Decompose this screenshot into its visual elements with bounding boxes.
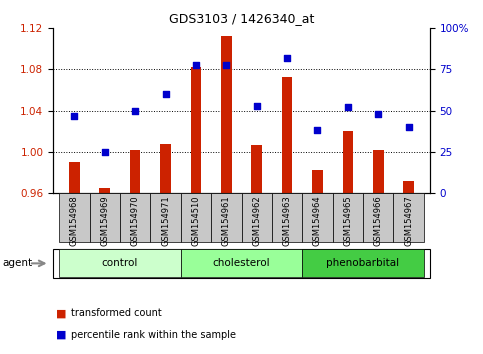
Text: phenobarbital: phenobarbital [327,258,399,268]
Bar [272,193,302,242]
Text: cholesterol: cholesterol [213,258,270,268]
Text: GSM154967: GSM154967 [404,195,413,246]
Text: GSM154961: GSM154961 [222,195,231,246]
Bar [302,250,424,277]
Bar [312,170,323,193]
Bar [403,181,414,193]
Point [344,104,352,110]
Point [313,127,321,133]
Text: control: control [102,258,138,268]
Text: GSM154968: GSM154968 [70,195,79,246]
Bar [181,250,302,277]
Bar [242,193,272,242]
Point [71,113,78,118]
Text: transformed count: transformed count [71,308,162,318]
Point [374,111,382,117]
Bar [251,144,262,193]
Text: ■: ■ [56,308,66,318]
Point [223,62,230,67]
Bar [394,193,424,242]
Text: GDS3103 / 1426340_at: GDS3103 / 1426340_at [169,12,314,25]
Point [192,62,200,67]
Text: GSM154971: GSM154971 [161,195,170,246]
Bar [69,162,80,193]
Point [101,149,109,155]
Text: GSM154969: GSM154969 [100,195,109,246]
Point [405,124,412,130]
Point [283,55,291,61]
Bar [150,193,181,242]
Text: GSM154510: GSM154510 [191,195,200,246]
Bar [59,193,89,242]
Text: GSM154964: GSM154964 [313,195,322,246]
Bar [89,193,120,242]
Bar [333,193,363,242]
Text: GSM154966: GSM154966 [374,195,383,246]
Bar [211,193,242,242]
Bar [59,250,181,277]
Text: ■: ■ [56,330,66,339]
Point [253,103,260,109]
Bar [363,193,394,242]
Text: percentile rank within the sample: percentile rank within the sample [71,330,237,339]
Bar [181,193,211,242]
Bar [373,150,384,193]
Bar [302,193,333,242]
Point [131,108,139,114]
Bar [221,35,232,193]
Bar [160,143,171,193]
Bar [120,193,150,242]
Text: GSM154963: GSM154963 [283,195,292,246]
Bar [342,131,353,193]
Bar [282,77,292,193]
Text: GSM154965: GSM154965 [343,195,352,246]
Bar [191,67,201,193]
Bar [99,188,110,193]
Point [162,91,170,97]
Text: agent: agent [2,258,32,268]
Text: GSM154962: GSM154962 [252,195,261,246]
Bar [130,150,141,193]
Text: GSM154970: GSM154970 [131,195,140,246]
